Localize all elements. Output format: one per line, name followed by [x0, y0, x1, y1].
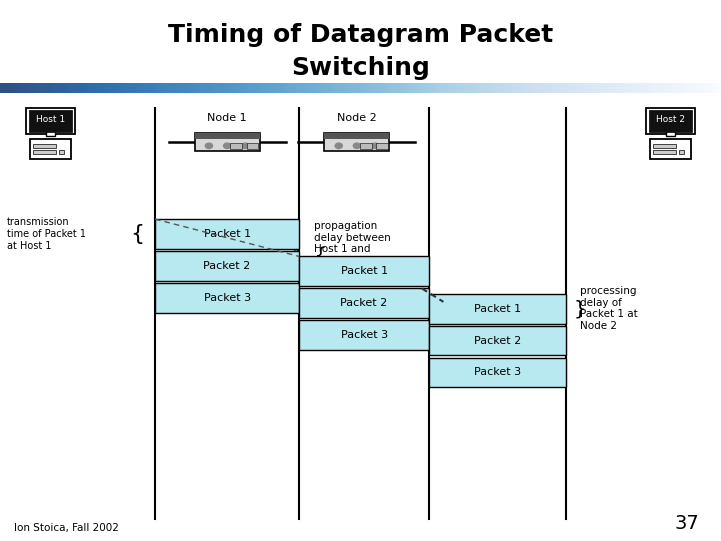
- Bar: [324, 133, 389, 139]
- Bar: [649, 110, 692, 132]
- Bar: [429, 326, 566, 355]
- Bar: [155, 219, 299, 249]
- Text: Node 2: Node 2: [337, 113, 377, 123]
- Circle shape: [371, 143, 379, 148]
- Bar: [324, 133, 389, 151]
- Text: {: {: [130, 224, 144, 244]
- Circle shape: [224, 143, 231, 148]
- Text: Packet 1: Packet 1: [340, 266, 388, 276]
- Text: 37: 37: [675, 514, 699, 533]
- Bar: [429, 358, 566, 387]
- Bar: [29, 110, 72, 132]
- Text: propagation
delay between
Host 1 and
Node 2: propagation delay between Host 1 and Nod…: [314, 221, 390, 266]
- Bar: [195, 133, 260, 151]
- Circle shape: [242, 143, 249, 148]
- Bar: [155, 251, 299, 281]
- Bar: [679, 150, 684, 154]
- Text: }: }: [310, 244, 322, 263]
- Bar: [653, 144, 676, 148]
- Text: Packet 1: Packet 1: [474, 304, 521, 314]
- Circle shape: [335, 143, 342, 148]
- Bar: [155, 283, 299, 313]
- Bar: [26, 108, 75, 135]
- Circle shape: [205, 143, 213, 148]
- Bar: [46, 130, 55, 136]
- Text: Packet 2: Packet 2: [340, 298, 388, 308]
- Text: Timing of Datagram Packet: Timing of Datagram Packet: [168, 23, 553, 47]
- Circle shape: [353, 143, 360, 148]
- Bar: [376, 143, 388, 149]
- Bar: [646, 108, 695, 135]
- Text: }: }: [573, 299, 585, 318]
- Text: Packet 3: Packet 3: [340, 330, 388, 340]
- Bar: [299, 320, 429, 350]
- Text: Packet 3: Packet 3: [203, 293, 251, 303]
- Text: Packet 1: Packet 1: [203, 229, 251, 239]
- Text: Ion Stoica, Fall 2002: Ion Stoica, Fall 2002: [14, 523, 119, 533]
- Bar: [231, 143, 242, 149]
- Bar: [195, 133, 260, 139]
- Text: Switching: Switching: [291, 56, 430, 80]
- Bar: [33, 150, 56, 154]
- Bar: [30, 139, 71, 159]
- Bar: [299, 256, 429, 286]
- Text: Packet 2: Packet 2: [474, 335, 521, 346]
- Text: Host 1: Host 1: [36, 115, 65, 124]
- Bar: [429, 294, 566, 324]
- Bar: [33, 144, 56, 148]
- Text: Host 2: Host 2: [656, 115, 685, 124]
- Text: transmission
time of Packet 1
at Host 1: transmission time of Packet 1 at Host 1: [7, 217, 87, 250]
- Bar: [299, 288, 429, 318]
- Bar: [247, 143, 258, 149]
- Text: Node 1: Node 1: [208, 113, 247, 123]
- Bar: [360, 143, 372, 149]
- Bar: [666, 130, 675, 136]
- Bar: [653, 150, 676, 154]
- Text: Packet 2: Packet 2: [203, 261, 251, 271]
- Bar: [650, 139, 691, 159]
- Text: Packet 3: Packet 3: [474, 367, 521, 378]
- Bar: [59, 150, 64, 154]
- Text: processing
delay of
Packet 1 at
Node 2: processing delay of Packet 1 at Node 2: [580, 286, 638, 331]
